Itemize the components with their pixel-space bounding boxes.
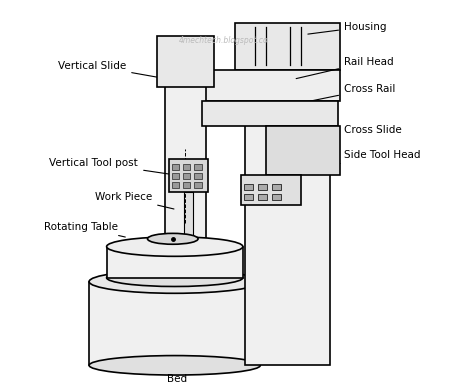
Bar xyxy=(241,175,301,205)
Text: Side Tool Head: Side Tool Head xyxy=(296,150,420,172)
Bar xyxy=(194,69,340,101)
Bar xyxy=(107,247,243,278)
Text: 4mechtech.blogspot.co: 4mechtech.blogspot.co xyxy=(179,36,268,45)
Bar xyxy=(157,36,214,87)
Ellipse shape xyxy=(89,356,260,375)
Bar xyxy=(169,159,208,192)
Text: Work Piece: Work Piece xyxy=(95,192,174,209)
Bar xyxy=(202,101,338,126)
Bar xyxy=(272,184,282,190)
Bar xyxy=(89,281,260,365)
Bar xyxy=(172,182,179,188)
Bar xyxy=(258,194,267,200)
Text: Vertical Tool post: Vertical Tool post xyxy=(49,158,170,174)
Bar xyxy=(194,182,201,188)
Text: Bed: Bed xyxy=(166,374,187,384)
Ellipse shape xyxy=(147,233,198,244)
Text: Vertical Slide: Vertical Slide xyxy=(58,61,166,79)
Ellipse shape xyxy=(89,270,260,293)
Bar xyxy=(245,27,330,365)
Bar xyxy=(183,165,190,170)
Bar xyxy=(266,126,340,174)
Bar xyxy=(183,173,190,179)
Text: Cross Slide: Cross Slide xyxy=(296,125,402,145)
Bar xyxy=(165,64,206,243)
Bar xyxy=(272,194,282,200)
Bar xyxy=(183,182,190,188)
Bar xyxy=(258,184,267,190)
Bar xyxy=(184,192,193,247)
Text: Cross Rail: Cross Rail xyxy=(296,84,395,104)
Bar xyxy=(194,173,201,179)
Text: Rail Head: Rail Head xyxy=(296,57,394,79)
Bar xyxy=(244,184,253,190)
Bar xyxy=(244,194,253,200)
Bar xyxy=(172,173,179,179)
Text: Rotating Table: Rotating Table xyxy=(45,222,125,237)
Text: Housing: Housing xyxy=(308,22,386,34)
Bar xyxy=(172,165,179,170)
Ellipse shape xyxy=(107,269,243,287)
Ellipse shape xyxy=(107,237,243,256)
Bar xyxy=(194,165,201,170)
Bar xyxy=(235,23,340,69)
